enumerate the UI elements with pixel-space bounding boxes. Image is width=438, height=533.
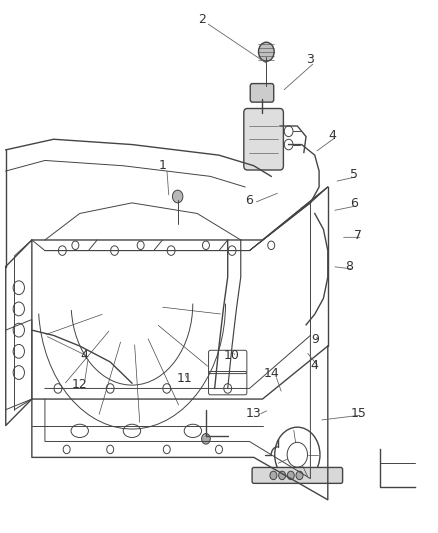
Text: 7: 7: [354, 229, 362, 242]
Text: 15: 15: [350, 407, 366, 420]
Circle shape: [296, 471, 303, 480]
Circle shape: [287, 471, 294, 480]
Circle shape: [270, 471, 277, 480]
Text: 4: 4: [311, 359, 319, 372]
Text: 2: 2: [198, 13, 205, 27]
Text: 6: 6: [350, 197, 358, 211]
Text: 1: 1: [159, 159, 166, 172]
FancyBboxPatch shape: [244, 109, 283, 170]
Text: 4: 4: [328, 128, 336, 141]
Text: 8: 8: [346, 260, 353, 273]
Text: 5: 5: [350, 168, 358, 181]
Text: 6: 6: [246, 194, 254, 207]
Circle shape: [201, 433, 210, 444]
FancyBboxPatch shape: [250, 84, 274, 102]
Circle shape: [258, 42, 274, 61]
Circle shape: [173, 190, 183, 203]
Text: 12: 12: [72, 378, 88, 391]
Text: 3: 3: [307, 53, 314, 66]
Circle shape: [279, 471, 286, 480]
Text: 13: 13: [246, 407, 261, 421]
FancyBboxPatch shape: [252, 467, 343, 483]
Text: 11: 11: [177, 373, 192, 385]
Text: 9: 9: [311, 333, 319, 346]
Text: 4: 4: [80, 349, 88, 361]
Text: 14: 14: [263, 367, 279, 380]
Text: 10: 10: [224, 349, 240, 361]
